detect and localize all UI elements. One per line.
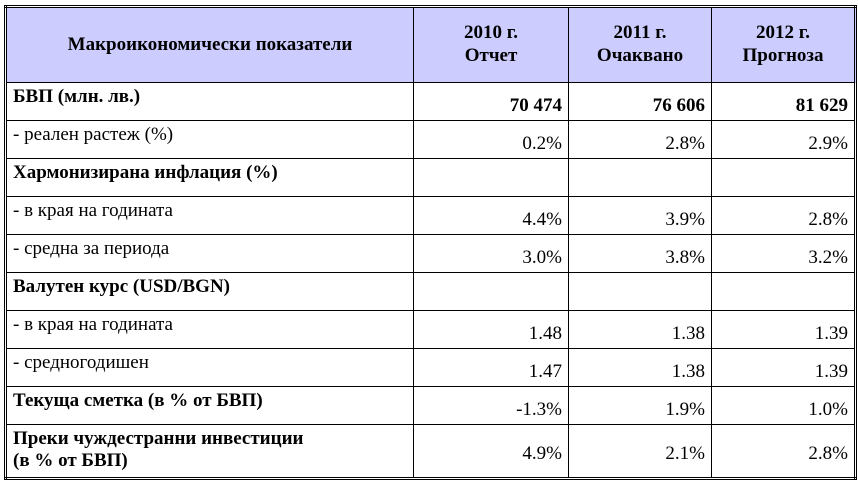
cell-2011: 1.38 (568, 348, 712, 387)
table-row: - в края на годината 1.48 1.38 1.39 (5, 310, 856, 349)
cell-2012: 1.39 (711, 310, 856, 349)
cell-2012: 1.39 (711, 348, 856, 387)
header-2011: 2011 г. Очаквано (568, 6, 712, 83)
header-indicators-label: Макроикономически показатели (67, 33, 353, 55)
table-row: Преки чуждестранни инвестиции (в % от БВ… (5, 424, 856, 479)
cell-2012 (711, 272, 856, 311)
cell-2010 (413, 272, 569, 311)
table-row: - реален растеж (%) 0.2% 2.8% 2.9% (5, 120, 856, 159)
row-label: - в края на годината (5, 310, 414, 349)
row-label: Преки чуждестранни инвестиции (в % от БВ… (5, 424, 414, 479)
header-2010-type: Отчет (464, 45, 518, 66)
row-label: - в края на годината (5, 196, 414, 235)
cell-2011: 2.1% (568, 424, 712, 479)
cell-2011: 1.9% (568, 386, 712, 425)
cell-2012: 2.9% (711, 120, 856, 159)
header-2012-type: Прогноза (742, 45, 824, 66)
cell-2012: 3.2% (711, 234, 856, 273)
table-row: Валутен курс (USD/BGN) (5, 272, 856, 311)
row-label-line1: Преки чуждестранни инвестиции (13, 428, 304, 449)
cell-2010: 1.47 (413, 348, 569, 387)
cell-2012 (711, 158, 856, 197)
cell-2012: 2.8% (711, 424, 856, 479)
cell-2010: 1.48 (413, 310, 569, 349)
cell-2011 (568, 272, 712, 311)
table-row: Хармонизирана инфлация (%) (5, 158, 856, 197)
row-label: Текуща сметка (в % от БВП) (5, 386, 414, 425)
row-label: Валутен курс (USD/BGN) (5, 272, 414, 311)
cell-2011: 2.8% (568, 120, 712, 159)
row-label: - средна за периода (5, 234, 414, 273)
table-row: - в края на годината 4.4% 3.9% 2.8% (5, 196, 856, 235)
header-2012-year: 2012 г. (756, 22, 810, 44)
header-2011-type: Очаквано (596, 45, 684, 66)
cell-2010: -1.3% (413, 386, 569, 425)
cell-2010 (413, 158, 569, 197)
row-label: - реален растеж (%) (5, 120, 414, 159)
row-label: Хармонизирана инфлация (%) (5, 158, 414, 197)
cell-2011: 1.38 (568, 310, 712, 349)
cell-2011: 3.8% (568, 234, 712, 273)
table-row: - средна за периода 3.0% 3.8% 3.2% (5, 234, 856, 273)
row-label: - средногодишен (5, 348, 414, 387)
cell-2010: 4.4% (413, 196, 569, 235)
macro-indicators-table: Макроикономически показатели 2010 г. Отч… (4, 5, 857, 480)
table-header-row: Макроикономически показатели 2010 г. Отч… (5, 6, 856, 83)
cell-2012: 81 629 (711, 82, 856, 121)
header-indicators: Макроикономически показатели (5, 6, 414, 83)
cell-2010: 0.2% (413, 120, 569, 159)
header-2010-year: 2010 г. (464, 22, 518, 44)
row-label: БВП (млн. лв.) (5, 82, 414, 121)
cell-2010: 4.9% (413, 424, 569, 479)
table-row: - средногодишен 1.47 1.38 1.39 (5, 348, 856, 387)
header-2010: 2010 г. Отчет (413, 6, 569, 83)
cell-2012: 1.0% (711, 386, 856, 425)
table-row: БВП (млн. лв.) 70 474 76 606 81 629 (5, 82, 856, 121)
cell-2010: 3.0% (413, 234, 569, 273)
cell-2011 (568, 158, 712, 197)
cell-2012: 2.8% (711, 196, 856, 235)
cell-2011: 76 606 (568, 82, 712, 121)
row-label-line2: (в % от БВП) (13, 449, 128, 471)
cell-2011: 3.9% (568, 196, 712, 235)
header-2011-year: 2011 г. (613, 22, 667, 44)
table-row: Текуща сметка (в % от БВП) -1.3% 1.9% 1.… (5, 386, 856, 425)
header-2012: 2012 г. Прогноза (711, 6, 856, 83)
cell-2010: 70 474 (413, 82, 569, 121)
